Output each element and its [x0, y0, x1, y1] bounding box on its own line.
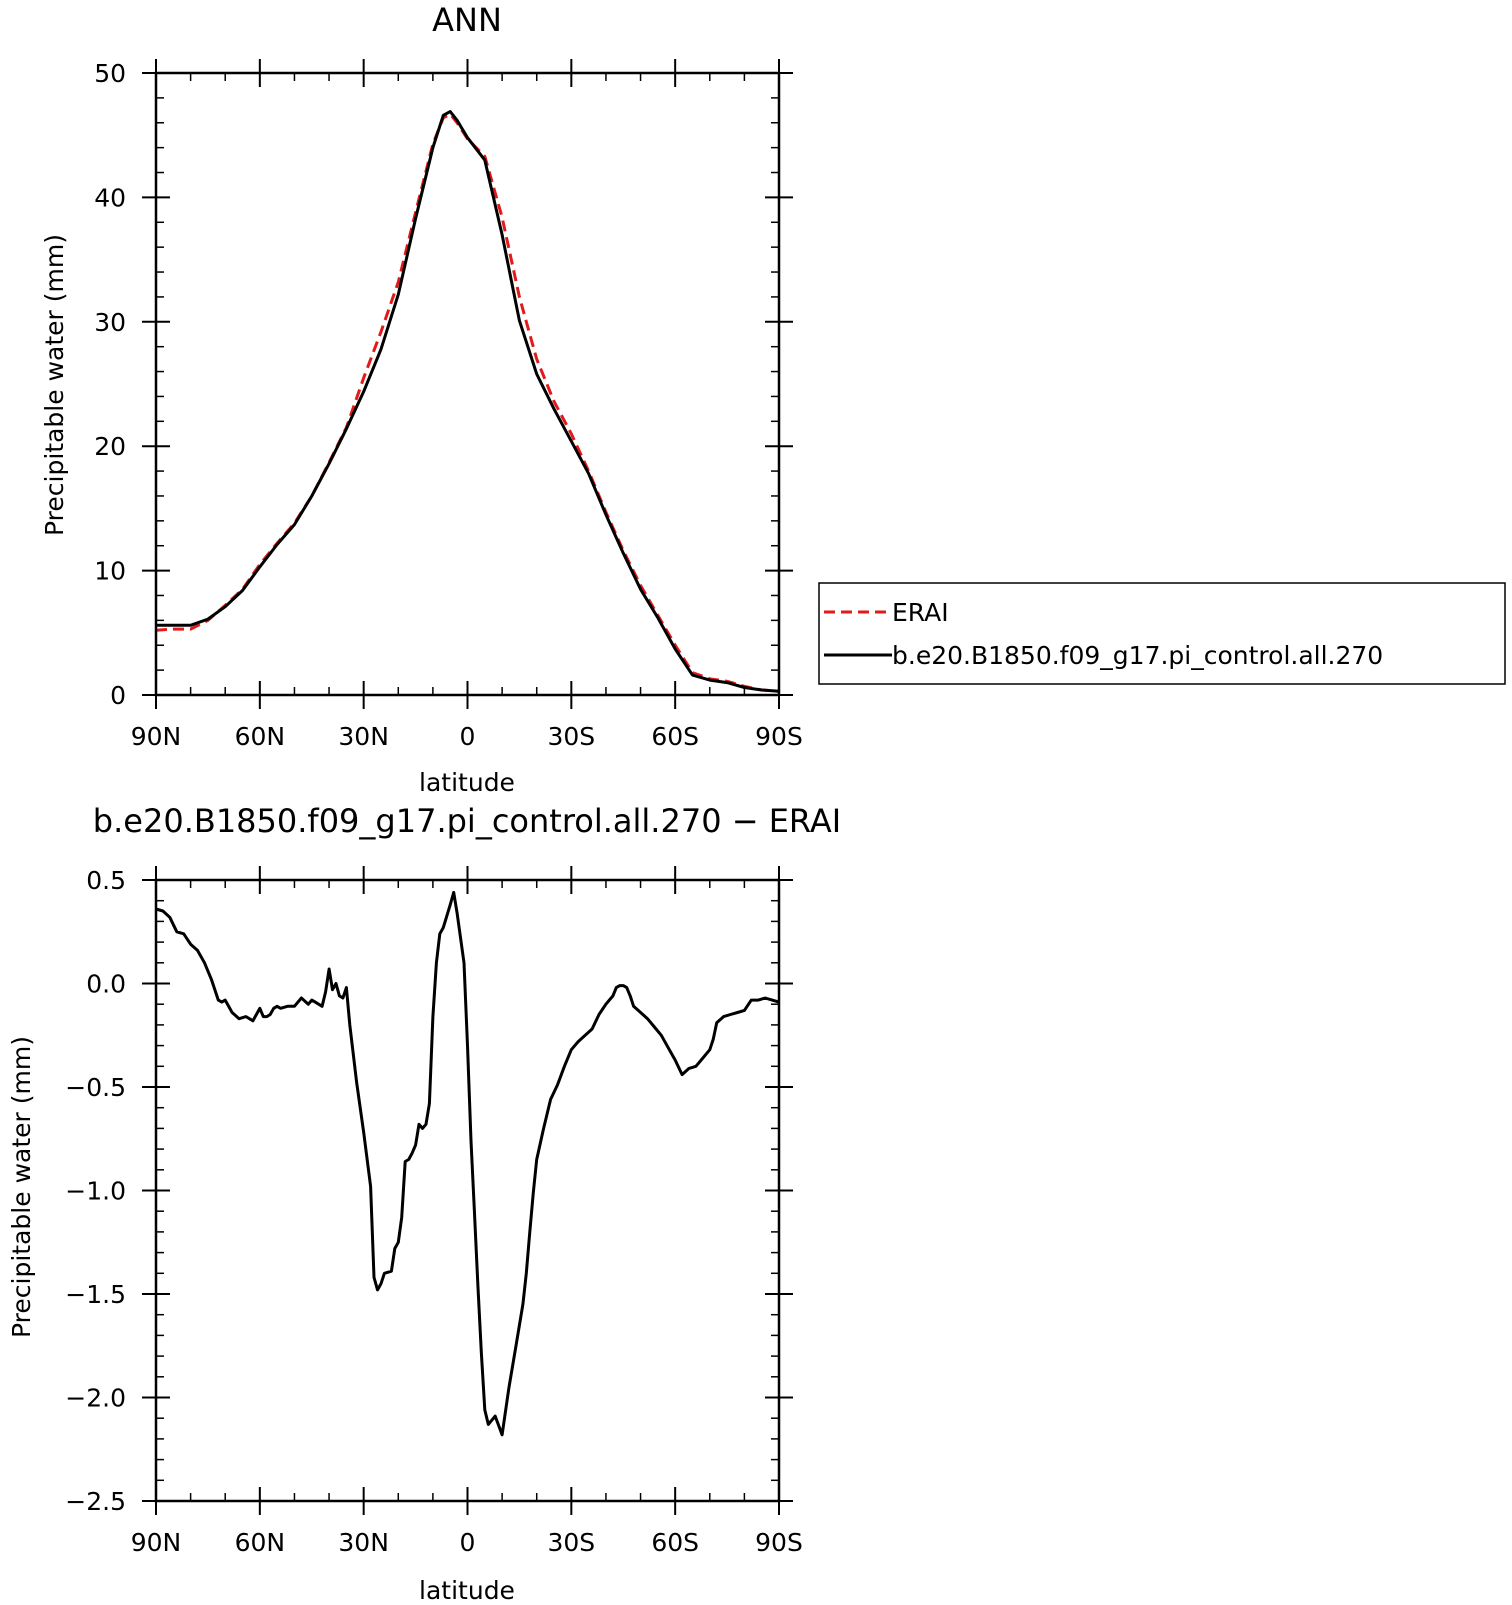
y-tick-label: 0.5: [86, 866, 126, 895]
y-tick-label: 30: [94, 308, 126, 337]
x-tick-label: 30N: [338, 1528, 389, 1557]
chart-title: b.e20.B1850.f09_g17.pi_control.all.270 −…: [93, 802, 841, 840]
series-line-model: [155, 890, 780, 1437]
y-tick-label: 40: [94, 183, 126, 212]
y-axis-label: Precipitable water (mm): [7, 1036, 36, 1338]
data-series: [155, 890, 780, 1437]
x-tick-label: 0: [460, 722, 476, 751]
y-tick-label: 0: [110, 681, 126, 710]
x-axis-label: latitude: [419, 1576, 515, 1605]
x-tick-label: 30N: [338, 722, 389, 751]
data-series: [155, 110, 780, 693]
legend-box: [818, 582, 1506, 685]
y-tick-label: −0.5: [65, 1073, 126, 1102]
y-tick-label: 50: [94, 59, 126, 88]
y-tick-label: −2.5: [65, 1487, 126, 1516]
x-tick-label: 60S: [651, 1528, 699, 1557]
plot-frame: [154, 878, 781, 1503]
y-tick-label: 10: [94, 557, 126, 586]
y-tick-label: 20: [94, 432, 126, 461]
series-line-model: [156, 110, 780, 693]
y-tick-labels: −2.5 −2.0 −1.5 −1.0 −0.5 0.0 0.5: [65, 866, 126, 1516]
x-tick-label: 0: [460, 1528, 476, 1557]
x-tick-label: 90S: [755, 722, 803, 751]
y-tick-label: −1.0: [65, 1177, 126, 1206]
legend: ERAI b.e20.B1850.f09_g17.pi_control.all.…: [818, 582, 1506, 685]
x-tick-label: 60S: [651, 722, 699, 751]
chart-annual-precipitable-water: ANN 90N 60N 30N 0 30S 60S 90S 0 10 20 30 40 50 lati…: [40, 1, 803, 797]
tick-marks: [142, 866, 793, 1515]
y-axis-label: Precipitable water (mm): [40, 234, 69, 536]
x-axis-label: latitude: [419, 768, 515, 797]
y-tick-labels: 0 10 20 30 40 50: [94, 59, 126, 710]
series-line-erai: [155, 112, 780, 693]
chart-title: ANN: [432, 1, 502, 39]
x-tick-label: 90N: [131, 1528, 182, 1557]
y-tick-label: 0.0: [86, 970, 126, 999]
x-tick-labels: 90N 60N 30N 0 30S 60S 90S: [131, 1528, 803, 1557]
x-tick-label: 90N: [131, 722, 182, 751]
y-tick-label: −1.5: [65, 1280, 126, 1309]
x-tick-label: 30S: [547, 722, 595, 751]
plot-frame: [154, 71, 781, 697]
legend-label-model: b.e20.B1850.f09_g17.pi_control.all.270: [892, 641, 1383, 670]
y-tick-label: −2.0: [65, 1384, 126, 1413]
legend-label-erai: ERAI: [892, 598, 949, 627]
tick-marks: [142, 59, 793, 709]
chart-difference-precipitable-water: b.e20.B1850.f09_g17.pi_control.all.270 −…: [7, 802, 841, 1605]
x-tick-label: 90S: [755, 1528, 803, 1557]
x-tick-label: 60N: [235, 1528, 286, 1557]
x-tick-labels: 90N 60N 30N 0 30S 60S 90S: [131, 722, 803, 751]
x-tick-label: 60N: [235, 722, 286, 751]
x-tick-label: 30S: [547, 1528, 595, 1557]
